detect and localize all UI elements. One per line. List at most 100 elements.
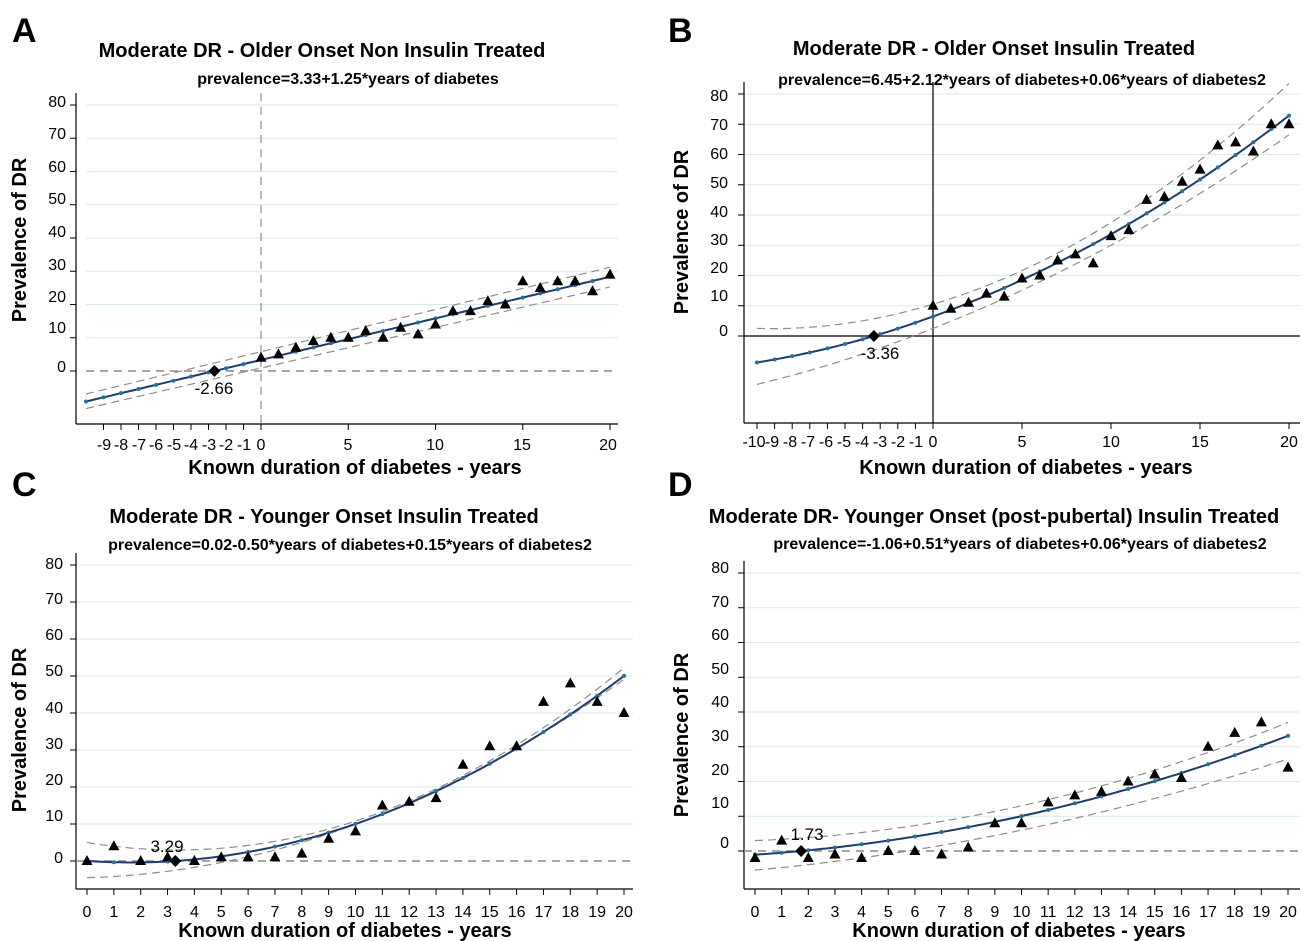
observed-point bbox=[1265, 118, 1277, 129]
observed-point bbox=[1255, 716, 1267, 727]
fitted-point bbox=[832, 845, 837, 850]
observed-point bbox=[108, 840, 120, 851]
panel-letter: D bbox=[668, 466, 693, 504]
fitted-point bbox=[381, 328, 386, 333]
x-tick-label: 19 bbox=[588, 904, 606, 921]
observed-point bbox=[776, 834, 788, 845]
x-tick-label: -6 bbox=[149, 437, 163, 454]
y-tick-label: 30 bbox=[710, 232, 728, 249]
y-tick-label: 60 bbox=[48, 159, 66, 176]
observed-point bbox=[307, 335, 319, 346]
observed-point bbox=[591, 695, 603, 706]
observed-point bbox=[1123, 224, 1135, 235]
chart-subtitle: prevalence=-1.06+0.51*years of diabetes+… bbox=[773, 536, 1266, 553]
upper-ci-curve bbox=[85, 266, 611, 395]
x-tick-label: 5 bbox=[344, 437, 353, 454]
observed-point bbox=[927, 299, 939, 310]
observed-point bbox=[802, 851, 814, 862]
x-tick-label: 17 bbox=[1199, 904, 1217, 921]
fitted-point bbox=[1215, 165, 1220, 170]
x-tick-label: 15 bbox=[481, 904, 499, 921]
x-tick-label: -4 bbox=[184, 437, 198, 454]
observed-point bbox=[272, 348, 284, 359]
y-tick-label: 80 bbox=[711, 560, 729, 577]
x-tick-label: 13 bbox=[427, 904, 445, 921]
fitted-point bbox=[1259, 743, 1264, 748]
fitted-point bbox=[779, 850, 784, 855]
observed-point bbox=[484, 740, 496, 751]
observed-point bbox=[81, 855, 93, 865]
fitted-point bbox=[807, 350, 812, 355]
y-tick-label: 60 bbox=[45, 627, 63, 644]
y-tick-label: 40 bbox=[710, 204, 728, 221]
fitted-point bbox=[119, 391, 123, 396]
x-tick-label: 1 bbox=[109, 904, 118, 921]
y-axis-label: Prevalence of DR bbox=[671, 149, 693, 314]
observed-point bbox=[1034, 269, 1046, 280]
y-tick-label: 50 bbox=[711, 661, 729, 678]
observed-point bbox=[1247, 145, 1259, 156]
y-tick-label: 70 bbox=[710, 117, 728, 134]
fitted-point bbox=[224, 366, 228, 371]
fitted-point bbox=[966, 825, 971, 830]
fitted-point bbox=[1232, 753, 1237, 758]
observed-point bbox=[1149, 768, 1161, 779]
fitted-point bbox=[859, 842, 864, 847]
y-tick-label: 70 bbox=[711, 594, 729, 611]
observed-point bbox=[457, 758, 469, 769]
y-tick-label: 30 bbox=[48, 257, 66, 274]
x-tick-label: 0 bbox=[929, 434, 938, 451]
observed-point bbox=[749, 851, 761, 862]
y-tick-label: 80 bbox=[48, 94, 66, 111]
fitted-curve bbox=[754, 734, 1289, 856]
fitted-point bbox=[380, 812, 385, 817]
fitted-point bbox=[299, 838, 304, 843]
intercept-marker bbox=[867, 330, 880, 342]
x-tick-label: -7 bbox=[132, 437, 146, 454]
x-tick-label: 17 bbox=[535, 904, 553, 921]
intercept-marker bbox=[795, 845, 808, 857]
observed-point bbox=[882, 845, 894, 855]
fitted-point bbox=[1287, 113, 1291, 118]
y-tick-label: 60 bbox=[711, 627, 729, 644]
x-tick-label: 6 bbox=[910, 904, 919, 921]
x-tick-label: 10 bbox=[1013, 904, 1031, 921]
x-tick-label: -2 bbox=[219, 437, 233, 454]
fitted-point bbox=[101, 395, 106, 400]
observed-point bbox=[403, 795, 415, 806]
x-tick-label: 6 bbox=[244, 904, 253, 921]
fitted-point bbox=[520, 295, 525, 300]
observed-point bbox=[998, 290, 1010, 301]
y-tick-label: 10 bbox=[711, 795, 729, 812]
x-tick-label: -3 bbox=[202, 437, 216, 454]
observed-point bbox=[1016, 817, 1027, 828]
fitted-point bbox=[1126, 787, 1131, 792]
x-tick-label: 20 bbox=[599, 437, 617, 454]
chart-title: Moderate DR - Younger Onset Insulin Trea… bbox=[109, 506, 538, 528]
x-tick-label: 0 bbox=[83, 904, 92, 921]
observed-point bbox=[412, 328, 424, 339]
x-tick-label: -9 bbox=[765, 434, 779, 451]
x-tick-label: 20 bbox=[1279, 904, 1297, 921]
y-tick-label: 20 bbox=[711, 762, 729, 779]
fitted-point bbox=[895, 326, 900, 331]
x-tick-label: 14 bbox=[1119, 904, 1137, 921]
x-tick-label: -5 bbox=[837, 434, 851, 451]
y-tick-label: 30 bbox=[45, 736, 63, 753]
x-tick-label: 4 bbox=[190, 904, 199, 921]
fitted-point bbox=[1180, 189, 1185, 194]
intercept-marker bbox=[169, 855, 182, 867]
fitted-point bbox=[1206, 762, 1211, 767]
x-tick-label: -1 bbox=[909, 434, 923, 451]
observed-point bbox=[242, 851, 254, 862]
observed-point bbox=[1141, 193, 1153, 204]
upper-ci-curve bbox=[86, 667, 625, 851]
y-axis-label: Prevalence of DR bbox=[9, 157, 31, 322]
fitted-point bbox=[912, 834, 917, 839]
intercept-label: -2.66 bbox=[195, 379, 234, 398]
x-tick-label: 12 bbox=[400, 904, 418, 921]
fitted-point bbox=[328, 341, 333, 346]
x-tick-label: 0 bbox=[751, 904, 760, 921]
x-tick-label: 15 bbox=[1146, 904, 1164, 921]
fitted-point bbox=[825, 346, 830, 351]
